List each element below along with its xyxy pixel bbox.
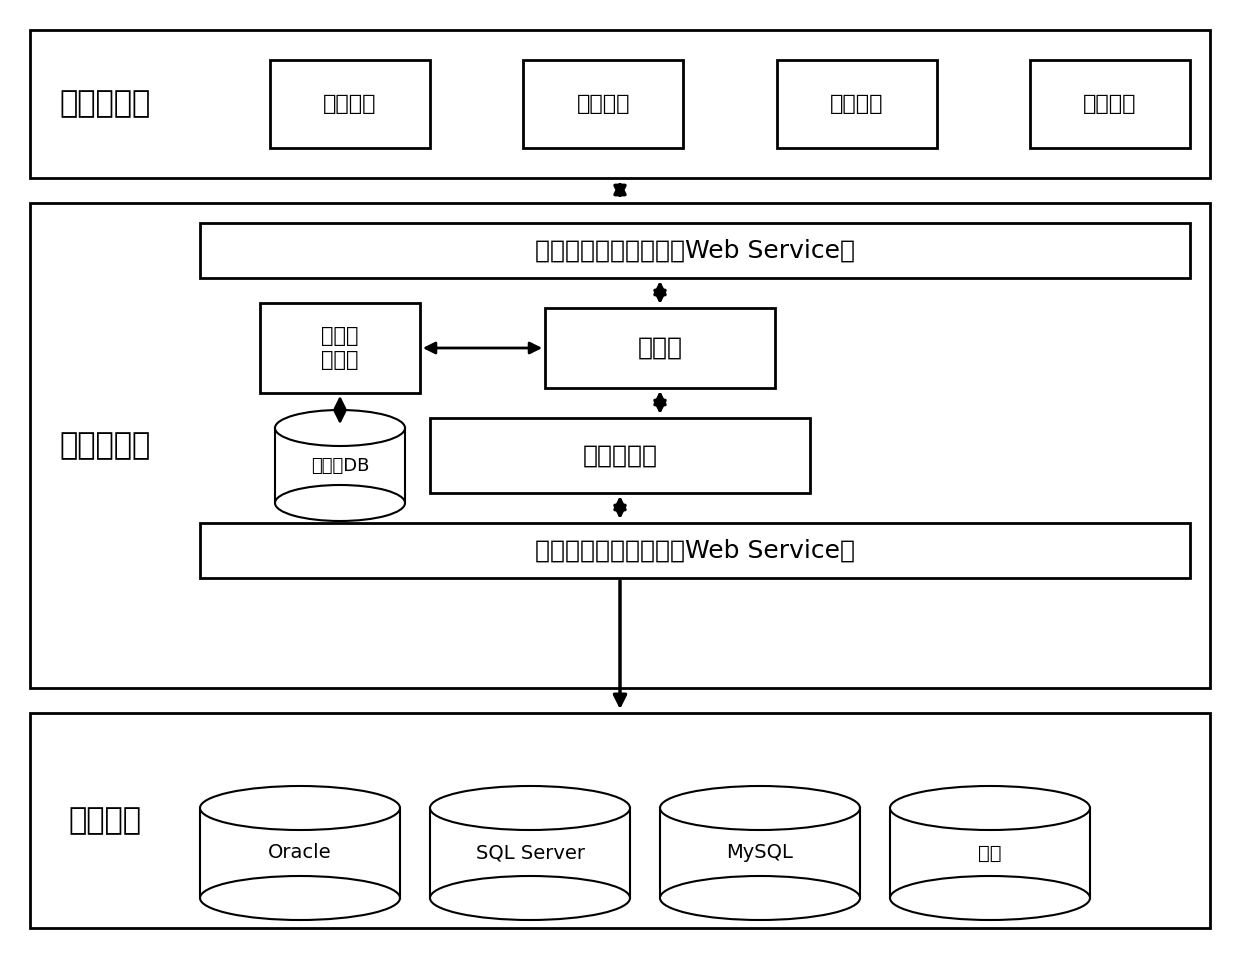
Text: 数据删除: 数据删除 bbox=[577, 94, 630, 114]
FancyBboxPatch shape bbox=[523, 60, 683, 148]
Ellipse shape bbox=[430, 876, 630, 920]
Text: 数据查询: 数据查询 bbox=[1084, 94, 1137, 114]
Ellipse shape bbox=[890, 876, 1090, 920]
Text: SQL Server: SQL Server bbox=[475, 843, 584, 862]
Bar bbox=[200, 808, 401, 898]
Text: 元数据
管理器: 元数据 管理器 bbox=[321, 327, 358, 370]
Text: Oracle: Oracle bbox=[268, 843, 332, 862]
FancyBboxPatch shape bbox=[30, 713, 1210, 928]
FancyBboxPatch shape bbox=[200, 223, 1190, 278]
Ellipse shape bbox=[660, 876, 861, 920]
FancyBboxPatch shape bbox=[270, 60, 430, 148]
FancyBboxPatch shape bbox=[30, 203, 1210, 688]
FancyBboxPatch shape bbox=[200, 523, 1190, 578]
Ellipse shape bbox=[275, 410, 405, 446]
Text: 异构数据库统一接口（Web Service）: 异构数据库统一接口（Web Service） bbox=[534, 538, 856, 562]
Text: 数据更新: 数据更新 bbox=[830, 94, 883, 114]
Text: 数据库层: 数据库层 bbox=[68, 806, 141, 835]
FancyBboxPatch shape bbox=[1030, 60, 1190, 148]
FancyBboxPatch shape bbox=[260, 303, 420, 393]
FancyBboxPatch shape bbox=[546, 308, 775, 388]
Text: 中介器: 中介器 bbox=[637, 336, 682, 360]
Ellipse shape bbox=[660, 786, 861, 830]
Ellipse shape bbox=[890, 786, 1090, 830]
Text: 应用层访问统一接口（Web Service）: 应用层访问统一接口（Web Service） bbox=[534, 239, 856, 262]
Bar bbox=[660, 808, 861, 898]
Bar bbox=[275, 428, 405, 503]
Ellipse shape bbox=[430, 786, 630, 830]
Bar bbox=[430, 808, 630, 898]
Text: 其他: 其他 bbox=[978, 843, 1002, 862]
FancyBboxPatch shape bbox=[30, 30, 1210, 178]
Bar bbox=[890, 808, 1090, 898]
FancyBboxPatch shape bbox=[430, 418, 810, 493]
Text: 统一应用层: 统一应用层 bbox=[60, 89, 150, 119]
Text: 元数据DB: 元数据DB bbox=[311, 457, 370, 474]
Ellipse shape bbox=[200, 876, 401, 920]
Ellipse shape bbox=[200, 786, 401, 830]
Text: 数据集成层: 数据集成层 bbox=[60, 431, 150, 460]
Text: 数据添加: 数据添加 bbox=[324, 94, 377, 114]
FancyBboxPatch shape bbox=[776, 60, 936, 148]
Text: MySQL: MySQL bbox=[727, 843, 794, 862]
Text: 综合包装器: 综合包装器 bbox=[583, 444, 657, 468]
Ellipse shape bbox=[275, 485, 405, 521]
